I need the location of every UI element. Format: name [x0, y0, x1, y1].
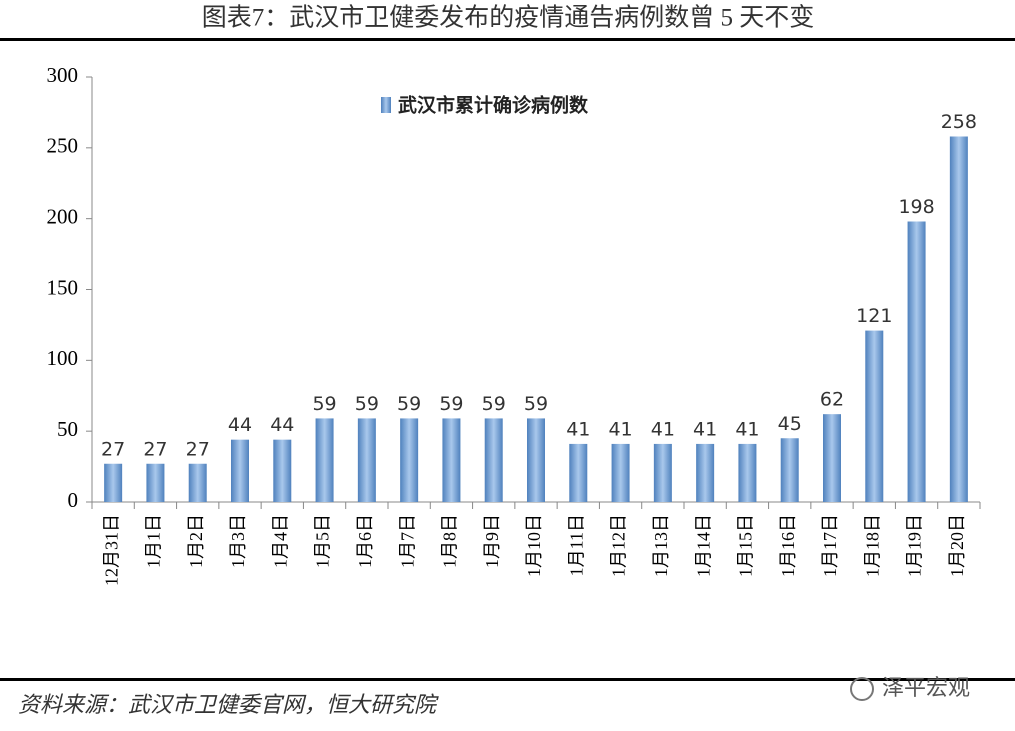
bar — [780, 438, 799, 502]
value-label: 27 — [186, 438, 210, 460]
value-label: 44 — [228, 414, 252, 436]
x-tick-label: 1月7日 — [397, 514, 417, 568]
bar — [146, 463, 165, 502]
bar — [188, 463, 207, 502]
x-tick-label: 1月6日 — [355, 514, 375, 568]
watermark: 泽平宏观 — [882, 676, 970, 701]
x-tick-label: 1月9日 — [482, 514, 502, 568]
x-tick-label: 1月4日 — [270, 514, 290, 568]
bar — [738, 443, 757, 502]
bar — [315, 418, 334, 502]
value-label: 121 — [856, 305, 892, 327]
bar — [865, 330, 884, 502]
value-label: 258 — [941, 111, 977, 133]
value-label: 41 — [693, 418, 717, 440]
x-tick-label: 1月20日 — [947, 514, 967, 577]
y-tick-label: 50 — [57, 417, 78, 441]
bar — [527, 418, 545, 502]
x-tick-label: 1月2日 — [186, 514, 206, 568]
bar — [653, 443, 672, 502]
value-label: 62 — [820, 389, 844, 411]
value-label: 198 — [898, 196, 934, 218]
x-tick-label: 1月13日 — [651, 514, 671, 577]
title-rule — [0, 38, 1015, 41]
y-tick-label: 200 — [47, 204, 79, 228]
value-label: 59 — [397, 393, 421, 415]
bar — [823, 414, 841, 502]
x-tick-label: 1月8日 — [440, 514, 460, 568]
y-tick-label: 300 — [47, 63, 79, 87]
bar — [569, 443, 588, 502]
value-label: 59 — [439, 393, 463, 415]
x-tick-label: 1月12日 — [609, 514, 629, 577]
legend-swatch — [381, 97, 391, 113]
bar — [273, 439, 292, 502]
y-tick-label: 250 — [47, 134, 79, 158]
bar — [611, 443, 630, 502]
x-tick-label: 12月31日 — [101, 514, 121, 586]
value-label: 44 — [270, 414, 294, 436]
value-label: 59 — [355, 393, 379, 415]
value-label: 59 — [524, 393, 548, 415]
value-label: 41 — [608, 418, 632, 440]
x-tick-label: 1月15日 — [736, 514, 756, 577]
value-label: 45 — [778, 413, 802, 435]
bar — [104, 463, 123, 502]
x-tick-label: 1月17日 — [820, 514, 840, 577]
bar — [400, 418, 419, 502]
y-tick-label: 0 — [68, 488, 79, 512]
legend-label: 武汉市累计确诊病例数 — [398, 94, 589, 117]
x-tick-label: 1月18日 — [862, 514, 882, 577]
bar — [231, 439, 249, 502]
watermark-icon — [850, 677, 874, 701]
bar — [442, 418, 461, 502]
x-tick-label: 1月3日 — [228, 514, 248, 568]
footer-rule — [0, 678, 1015, 681]
x-tick-label: 1月19日 — [905, 514, 925, 577]
x-tick-label: 1月16日 — [778, 514, 798, 577]
bar — [696, 443, 715, 502]
value-label: 59 — [312, 393, 336, 415]
bar — [907, 221, 926, 502]
x-tick-label: 1月14日 — [693, 514, 713, 577]
bar — [357, 418, 376, 502]
x-tick-label: 1月10日 — [524, 514, 544, 577]
value-label: 59 — [482, 393, 506, 415]
value-label: 27 — [143, 438, 167, 460]
value-label: 27 — [101, 438, 125, 460]
y-tick-label: 150 — [47, 275, 79, 299]
y-tick-label: 100 — [47, 346, 79, 370]
x-tick-label: 1月11日 — [566, 514, 586, 576]
bar — [484, 418, 503, 502]
bar — [949, 136, 968, 502]
x-tick-label: 1月1日 — [144, 514, 164, 568]
value-label: 41 — [651, 418, 675, 440]
value-label: 41 — [735, 418, 759, 440]
source-note: 资料来源：武汉市卫健委官网，恒大研究院 — [18, 692, 439, 717]
x-tick-label: 1月5日 — [313, 514, 333, 568]
chart-title: 图表7：武汉市卫健委发布的疫情通告病例数曾 5 天不变 — [202, 4, 815, 32]
value-label: 41 — [566, 418, 590, 440]
